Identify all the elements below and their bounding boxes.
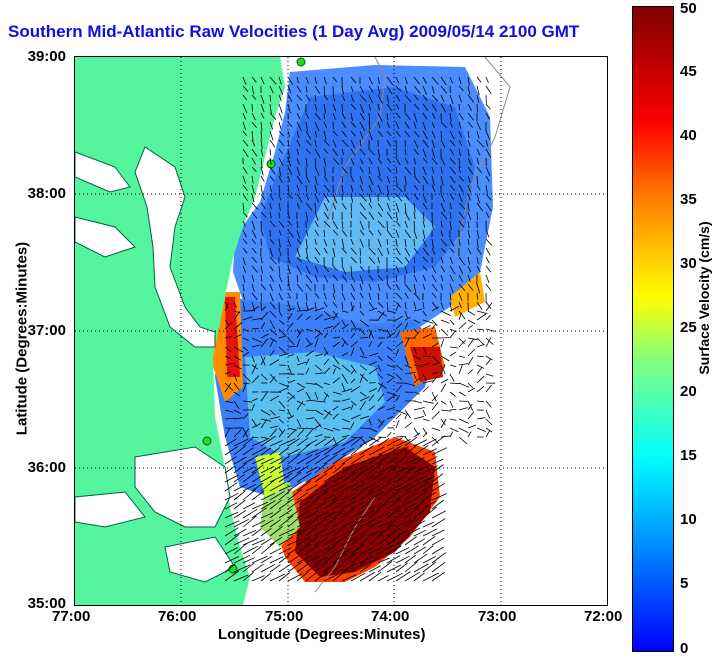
colorbar-tick: 25 <box>680 319 697 336</box>
y-tick-label: 35:00 <box>27 595 66 612</box>
colorbar-tick: 30 <box>680 255 697 272</box>
x-tick-label: 74:00 <box>371 608 410 625</box>
x-tick-label: 77:00 <box>52 608 91 625</box>
velocity-map <box>75 57 607 605</box>
colorbar-tick: 50 <box>680 0 697 17</box>
colorbar-tick: 10 <box>680 511 697 528</box>
y-tick-label: 37:00 <box>27 322 66 339</box>
x-axis-label: Longitude (Degrees:Minutes) <box>218 626 426 643</box>
station-marker <box>296 57 306 67</box>
colorbar-tick: 40 <box>680 127 697 144</box>
x-tick-label: 76:00 <box>158 608 197 625</box>
colorbar-tick: 35 <box>680 191 697 208</box>
station-marker <box>202 436 212 446</box>
map-title: Southern Mid-Atlantic Raw Velocities (1 … <box>8 22 580 41</box>
colorbar-tick: 0 <box>680 640 689 657</box>
x-tick-label: 73:00 <box>478 608 517 625</box>
colorbar <box>632 6 674 652</box>
grid-lines <box>75 57 607 605</box>
y-tick-label: 38:00 <box>27 185 66 202</box>
x-tick-label: 75:00 <box>265 608 304 625</box>
colorbar-tick: 15 <box>680 447 697 464</box>
map-plot-area <box>74 56 608 606</box>
x-tick-label: 72:00 <box>584 608 623 625</box>
y-tick-label: 39:00 <box>27 48 66 65</box>
colorbar-tick: 20 <box>680 383 697 400</box>
colorbar-tick: 5 <box>680 575 689 592</box>
colorbar-label: Surface Velocity (cm/s) <box>696 221 712 375</box>
y-axis-label: Latitude (Degrees:Minutes) <box>13 241 31 436</box>
colorbar-tick: 45 <box>680 63 697 80</box>
y-tick-label: 36:00 <box>27 459 66 476</box>
